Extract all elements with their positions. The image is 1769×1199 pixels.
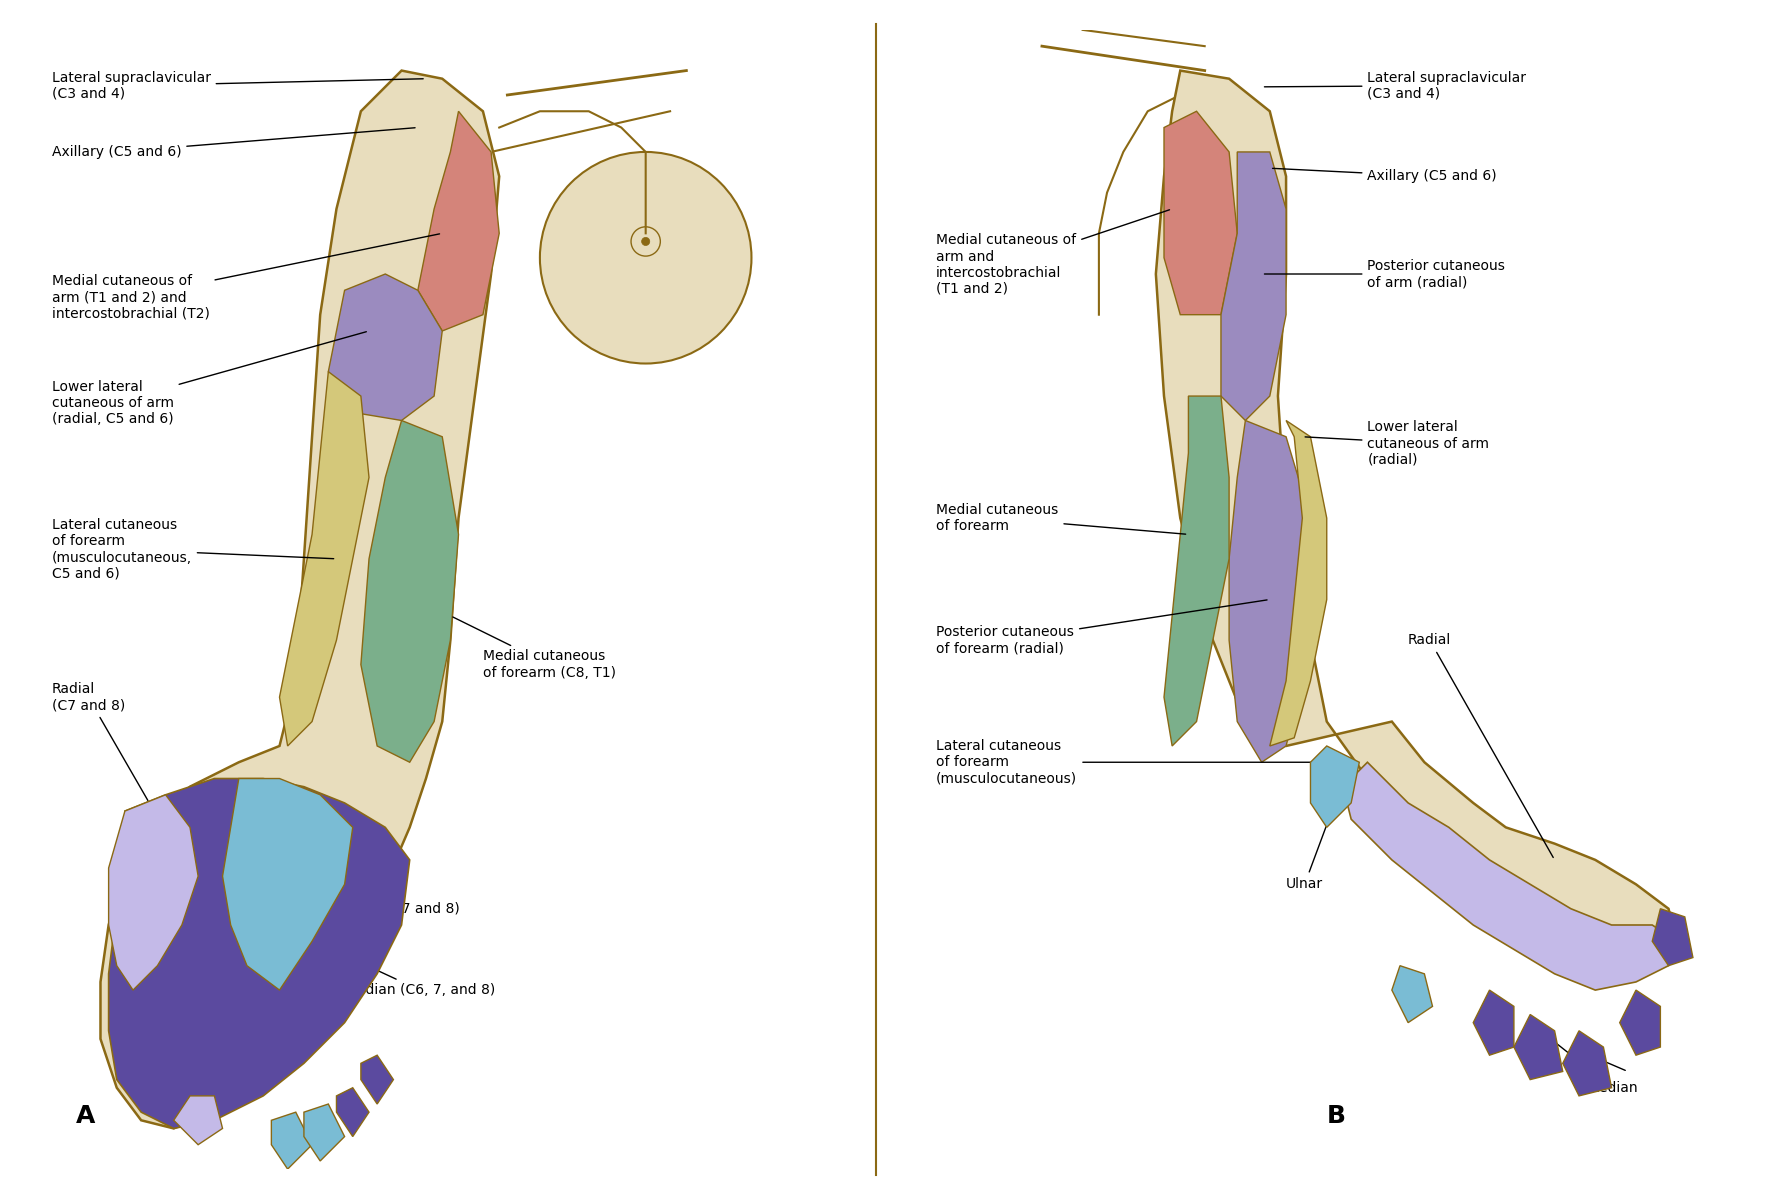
Polygon shape [329,275,442,421]
Polygon shape [1164,112,1237,314]
Polygon shape [1514,1014,1562,1079]
Polygon shape [417,112,499,331]
Text: Posterior cutaneous
of arm (radial): Posterior cutaneous of arm (radial) [1265,259,1505,289]
Polygon shape [1155,71,1677,965]
Text: A: A [76,1104,96,1128]
Polygon shape [1652,909,1693,965]
Polygon shape [361,1055,393,1104]
Circle shape [540,152,752,363]
Text: Medial cutaneous
of forearm (C8, T1): Medial cutaneous of forearm (C8, T1) [453,617,616,680]
Text: Lower lateral
cutaneous of arm
(radial): Lower lateral cutaneous of arm (radial) [1306,421,1489,466]
Polygon shape [108,795,198,990]
Text: Median: Median [1532,1024,1638,1095]
Polygon shape [101,71,499,1128]
Text: Medial cutaneous of
arm and
intercostobrachial
(T1 and 2): Medial cutaneous of arm and intercostobr… [936,210,1169,296]
Polygon shape [304,1104,345,1161]
Polygon shape [1221,152,1286,421]
Polygon shape [280,372,370,746]
Text: Lower lateral
cutaneous of arm
(radial, C5 and 6): Lower lateral cutaneous of arm (radial, … [51,332,366,426]
Polygon shape [173,1096,223,1145]
Text: Posterior cutaneous
of forearm (radial): Posterior cutaneous of forearm (radial) [936,600,1267,656]
Polygon shape [1474,990,1514,1055]
Polygon shape [1311,746,1359,827]
Polygon shape [1562,1031,1612,1096]
Polygon shape [108,778,410,1128]
Text: Medial cutaneous
of forearm: Medial cutaneous of forearm [936,504,1185,535]
Polygon shape [271,1113,311,1169]
Text: Radial: Radial [1408,633,1553,857]
Polygon shape [1164,396,1229,746]
Text: Axillary (C5 and 6): Axillary (C5 and 6) [1272,168,1497,183]
Polygon shape [1620,990,1661,1055]
Text: Axillary (C5 and 6): Axillary (C5 and 6) [51,128,416,159]
Polygon shape [1392,965,1433,1023]
Text: Lateral cutaneous
of forearm
(musculocutaneous,
C5 and 6): Lateral cutaneous of forearm (musculocut… [51,518,334,580]
Text: B: B [1327,1104,1346,1128]
Text: Radial
(C7 and 8): Radial (C7 and 8) [51,682,149,801]
Text: Ulnar (C7 and 8): Ulnar (C7 and 8) [242,861,460,916]
Text: Medial cutaneous of
arm (T1 and 2) and
intercostobrachial (T2): Medial cutaneous of arm (T1 and 2) and i… [51,234,439,320]
Text: Lateral supraclavicular
(C3 and 4): Lateral supraclavicular (C3 and 4) [51,71,423,101]
Polygon shape [336,1087,370,1137]
Text: Lateral cutaneous
of forearm
(musculocutaneous): Lateral cutaneous of forearm (musculocut… [936,739,1332,785]
Text: Lateral supraclavicular
(C3 and 4): Lateral supraclavicular (C3 and 4) [1265,71,1527,101]
Polygon shape [1229,421,1311,763]
Polygon shape [1270,421,1327,746]
Text: Ulnar: Ulnar [1286,806,1334,891]
Circle shape [642,237,649,246]
Polygon shape [223,778,352,990]
Text: Median (C6, 7, and 8): Median (C6, 7, and 8) [281,926,495,998]
Polygon shape [1343,763,1677,990]
Polygon shape [361,421,458,763]
